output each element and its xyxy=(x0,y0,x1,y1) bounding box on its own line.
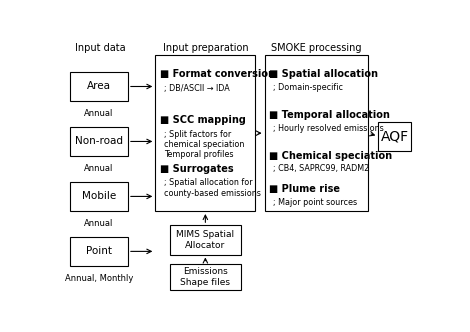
Text: Annual, Monthly: Annual, Monthly xyxy=(65,274,133,283)
Text: Temporal profiles: Temporal profiles xyxy=(164,150,233,159)
Text: ; Spatial allocation for: ; Spatial allocation for xyxy=(164,179,252,188)
Text: AQF: AQF xyxy=(381,129,408,143)
Text: chemical speciation: chemical speciation xyxy=(164,140,244,149)
FancyBboxPatch shape xyxy=(378,122,411,151)
FancyBboxPatch shape xyxy=(70,182,128,211)
Text: ; Hourly resolved emissions: ; Hourly resolved emissions xyxy=(273,124,384,132)
Text: SMOKE processing: SMOKE processing xyxy=(271,43,362,53)
FancyBboxPatch shape xyxy=(70,237,128,266)
FancyBboxPatch shape xyxy=(70,72,128,101)
Text: Point: Point xyxy=(86,246,112,256)
FancyBboxPatch shape xyxy=(155,55,256,211)
Text: Area: Area xyxy=(87,81,111,92)
Text: ; DB/ASCII → IDA: ; DB/ASCII → IDA xyxy=(164,84,229,93)
Text: ■ Chemical speciation: ■ Chemical speciation xyxy=(269,151,392,161)
Text: Mobile: Mobile xyxy=(82,192,116,202)
Text: ■ Plume rise: ■ Plume rise xyxy=(269,184,340,195)
Text: ; Domain-specific: ; Domain-specific xyxy=(273,83,343,92)
Text: ■ Surrogates: ■ Surrogates xyxy=(160,164,234,174)
Text: Annual: Annual xyxy=(84,109,114,118)
Text: ; Split factors for: ; Split factors for xyxy=(164,130,231,139)
Text: ; CB4, SAPRC99, RADM2: ; CB4, SAPRC99, RADM2 xyxy=(273,164,369,173)
Text: ■ Spatial allocation: ■ Spatial allocation xyxy=(269,69,378,79)
Text: ; Major point sources: ; Major point sources xyxy=(273,198,357,207)
FancyBboxPatch shape xyxy=(265,55,368,211)
Text: county-based emissions: county-based emissions xyxy=(164,189,260,198)
Text: Input data: Input data xyxy=(75,43,126,53)
Text: ■ Format conversion: ■ Format conversion xyxy=(160,69,275,79)
Text: Emissions
Shape files: Emissions Shape files xyxy=(180,267,230,287)
FancyBboxPatch shape xyxy=(70,127,128,156)
Text: Annual: Annual xyxy=(84,164,114,173)
Text: ■ SCC mapping: ■ SCC mapping xyxy=(160,115,246,125)
Text: Non-road: Non-road xyxy=(75,136,123,146)
FancyBboxPatch shape xyxy=(170,264,241,290)
Text: MIMS Spatial
Allocator: MIMS Spatial Allocator xyxy=(176,230,235,250)
FancyBboxPatch shape xyxy=(170,225,241,255)
Text: ■ Temporal allocation: ■ Temporal allocation xyxy=(269,110,390,120)
Text: Input preparation: Input preparation xyxy=(163,43,248,53)
Text: Annual: Annual xyxy=(84,219,114,228)
